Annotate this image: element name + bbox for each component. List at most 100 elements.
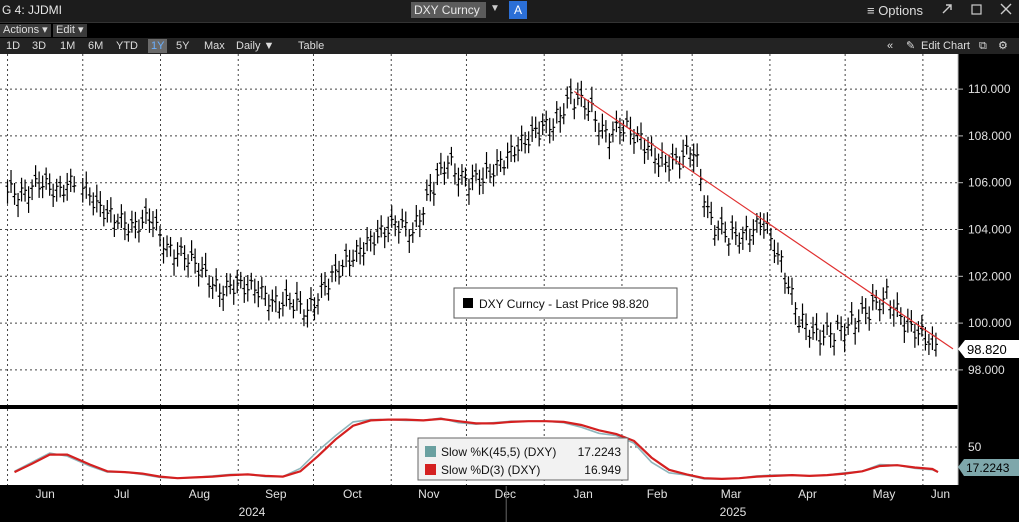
- minimize-icon[interactable]: [970, 2, 984, 19]
- expand-icon[interactable]: [941, 2, 953, 19]
- price-bar: [9, 170, 14, 193]
- price-bar: [16, 192, 21, 218]
- price-bar: [519, 125, 524, 152]
- price-bar: [466, 178, 471, 205]
- actions-menu[interactable]: Actions ▾: [0, 24, 51, 37]
- legend-k-swatch: [425, 446, 436, 457]
- range-1d[interactable]: 1D: [6, 40, 21, 52]
- price-bar: [716, 220, 721, 241]
- price-bar: [5, 180, 10, 204]
- slow-d-line: [14, 417, 939, 481]
- table-button[interactable]: Table: [298, 40, 325, 52]
- price-bar: [386, 216, 391, 243]
- range-max[interactable]: Max: [204, 40, 225, 52]
- price-bar: [287, 292, 292, 310]
- range-ytd[interactable]: YTD: [116, 40, 138, 52]
- price-bar: [456, 167, 461, 197]
- price-bar: [526, 131, 531, 154]
- price-bar: [825, 312, 830, 336]
- price-bar: [565, 86, 570, 109]
- range-3d[interactable]: 3D: [32, 40, 47, 52]
- y-tick-label: 98.000: [968, 363, 1005, 377]
- price-bar: [294, 281, 299, 311]
- price-bar: [614, 110, 619, 133]
- oscillator-last-label: 17.2243: [966, 461, 1010, 475]
- a-button[interactable]: A: [509, 1, 527, 19]
- price-bar: [186, 254, 191, 278]
- price-bar: [129, 210, 134, 233]
- price-bar: [523, 131, 528, 154]
- close-icon[interactable]: [999, 2, 1013, 19]
- price-bar: [674, 147, 679, 165]
- price-bar: [214, 268, 219, 292]
- price-bar: [800, 303, 805, 329]
- price-bar: [832, 333, 837, 356]
- price-bar: [789, 277, 794, 305]
- price-bar: [428, 173, 433, 202]
- price-bar: [835, 314, 840, 330]
- chart-area[interactable]: 110.000 108.000 106.000 104.000 102.000 100.0…: [0, 54, 1019, 522]
- price-bar: [228, 273, 233, 295]
- price-bar: [358, 237, 363, 265]
- x-month-label: Jan: [573, 487, 592, 501]
- range-5y[interactable]: 5Y: [176, 40, 190, 52]
- ticker-input[interactable]: DXY Curncy: [411, 2, 486, 18]
- price-bar: [639, 122, 644, 150]
- range-6m[interactable]: 6M: [88, 40, 104, 52]
- price-legend: DXY Curncy - Last Price 98.820: [453, 287, 678, 319]
- price-bar: [242, 276, 247, 303]
- price-bar: [540, 113, 545, 136]
- price-bar: [445, 155, 450, 179]
- price-bar: [284, 279, 289, 307]
- price-bar: [47, 173, 52, 196]
- price-bar: [512, 146, 517, 163]
- price-bar: [737, 232, 742, 254]
- price-bar: [108, 197, 113, 223]
- oscillator-legend: Slow %K(45,5) (DXY) 17.2243 Slow %D(3) (…: [417, 437, 629, 481]
- period-dropdown[interactable]: Daily ▼: [236, 40, 275, 52]
- price-bar: [245, 274, 250, 302]
- price-bar: [407, 229, 412, 253]
- x-month-label: Jul: [114, 487, 129, 501]
- last-price-marker: 98.820: [958, 340, 1019, 358]
- price-bar: [747, 228, 752, 253]
- price-bar: [54, 178, 59, 202]
- price-bar: [926, 333, 931, 356]
- price-bar: [547, 117, 552, 144]
- y-tick-label: 104.000: [968, 223, 1012, 237]
- price-panel: [0, 54, 958, 405]
- price-bar: [26, 186, 31, 213]
- price-bar: [593, 110, 598, 132]
- price-bar: [68, 168, 73, 193]
- collapse-icon[interactable]: «: [887, 40, 894, 52]
- y-tick-label: 110.000: [968, 82, 1011, 96]
- price-bar: [308, 287, 313, 312]
- price-bar: [530, 116, 535, 142]
- price-bar: [421, 207, 426, 226]
- price-bar: [136, 219, 141, 243]
- chevron-down-icon[interactable]: ▼: [490, 3, 500, 14]
- price-bar: [768, 227, 773, 250]
- range-1m[interactable]: 1M: [60, 40, 76, 52]
- price-bar: [537, 121, 542, 147]
- price-bar: [273, 286, 278, 313]
- options-menu[interactable]: ≡ Options: [867, 3, 923, 18]
- edit-chart-button[interactable]: Edit Chart: [921, 40, 970, 52]
- gear-icon[interactable]: ⚙: [998, 40, 1008, 52]
- price-bar: [863, 298, 868, 325]
- price-bar: [207, 275, 212, 298]
- price-bar: [150, 211, 155, 238]
- price-bar: [470, 164, 475, 191]
- price-bar: [224, 272, 229, 297]
- x-month-label: Aug: [189, 487, 210, 501]
- price-bar: [61, 184, 66, 203]
- price-bar: [821, 324, 826, 346]
- annotate-icon[interactable]: ⧉: [979, 40, 987, 52]
- price-bar: [277, 301, 282, 319]
- price-bar: [305, 299, 310, 328]
- price-bar: [105, 200, 110, 223]
- price-bar: [389, 205, 394, 228]
- range-1y[interactable]: 1Y: [148, 39, 168, 53]
- edit-menu[interactable]: Edit ▾: [53, 24, 87, 37]
- price-bar: [23, 179, 28, 202]
